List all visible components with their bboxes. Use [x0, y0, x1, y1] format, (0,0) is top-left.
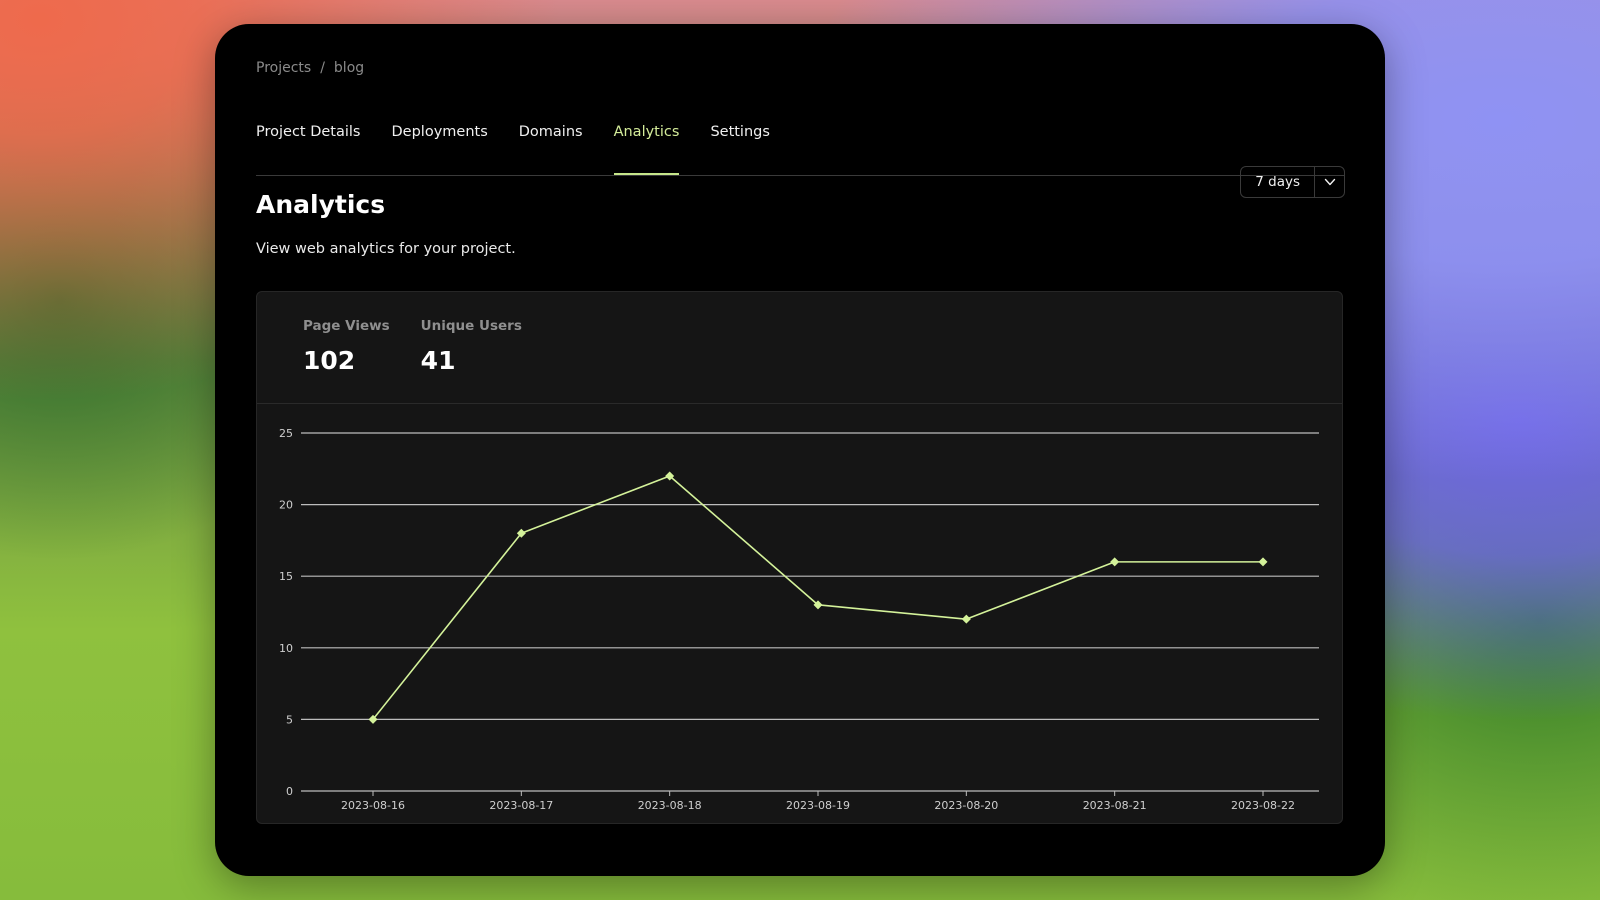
breadcrumb: Projects / blog	[256, 60, 364, 76]
data-point	[516, 528, 526, 538]
data-point	[1110, 557, 1120, 567]
stat-unique-users: Unique Users 41	[421, 292, 522, 403]
series-line	[372, 475, 1263, 720]
data-point	[961, 614, 971, 624]
y-tick-label: 20	[279, 499, 293, 512]
y-tick-label: 10	[279, 642, 293, 655]
stats-row: Page Views 102 Unique Users 41	[257, 292, 1342, 404]
data-point	[1258, 557, 1268, 567]
data-point	[368, 714, 378, 724]
y-tick-label: 5	[286, 713, 293, 726]
time-range-select[interactable]: 7 days	[1240, 166, 1345, 198]
tab-domains[interactable]: Domains	[518, 124, 583, 140]
analytics-card: Page Views 102 Unique Users 41 0 5 10 15 20 2…	[256, 291, 1343, 824]
x-tick-label: 2023-08-17	[489, 799, 553, 812]
stat-value: 102	[303, 346, 356, 375]
stat-label: Unique Users	[420, 318, 522, 334]
x-tick-label: 2023-08-21	[1083, 799, 1147, 812]
x-tick-label: 2023-08-22	[1231, 799, 1295, 812]
stat-value: 41	[420, 346, 456, 375]
y-tick-label: 0	[286, 785, 293, 798]
stat-page-views: Page Views 102	[303, 292, 390, 403]
chevron-down-icon[interactable]	[1315, 167, 1344, 197]
app-window: Projects / blog Project Details Deployme…	[215, 24, 1385, 876]
x-tick-label: 2023-08-19	[786, 799, 850, 812]
page-views-line-chart: 0 5 10 15 20 25 2023-08-16 2023-08-17 2023-08-18…	[279, 427, 1319, 812]
data-point	[665, 471, 675, 481]
x-tick-label: 2023-08-20	[934, 799, 998, 812]
x-tick-label: 2023-08-18	[638, 799, 702, 812]
y-tick-label: 25	[279, 427, 293, 440]
page-subtitle: View web analytics for your project.	[256, 241, 516, 257]
tab-settings[interactable]: Settings	[710, 124, 770, 140]
breadcrumb-projects-link[interactable]: Projects	[256, 60, 312, 76]
y-tick-label: 15	[279, 570, 293, 583]
stat-label: Page Views	[303, 318, 390, 334]
tab-bar: Project Details Deployments Domains Anal…	[256, 118, 1344, 176]
tab-analytics[interactable]: Analytics	[613, 118, 679, 175]
x-tick-label: 2023-08-16	[341, 799, 405, 812]
page-title: Analytics	[256, 190, 386, 219]
breadcrumb-separator: /	[320, 60, 325, 76]
data-point	[813, 600, 823, 610]
breadcrumb-blog-link[interactable]: blog	[333, 60, 365, 76]
time-range-value[interactable]: 7 days	[1241, 167, 1315, 197]
chart-area: 0 5 10 15 20 25 2023-08-16 2023-08-17 2023-08-18…	[257, 405, 1342, 823]
tab-project-details[interactable]: Project Details	[256, 124, 361, 140]
tab-deployments[interactable]: Deployments	[391, 124, 488, 140]
